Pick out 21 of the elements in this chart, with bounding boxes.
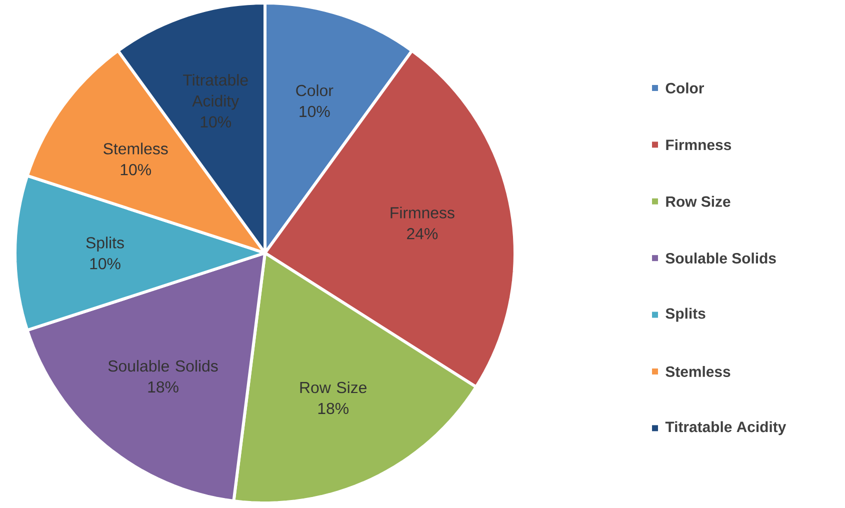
slice-label: Titratable Acidity (183, 74, 248, 110)
data-label: 10% (120, 164, 151, 176)
data-label: 10% (300, 106, 330, 118)
slice-label: Firmness (390, 206, 454, 218)
legend-label: Splits (666, 308, 706, 322)
legend-label: Row Size (666, 196, 730, 207)
legend-label: Firmness (666, 139, 732, 150)
slice-label: Row Size (300, 381, 366, 394)
slice-label: Color (296, 84, 334, 96)
slice-label: Soulable Solids (108, 360, 218, 372)
data-label: 10% (200, 116, 231, 128)
slice-label: Stemless (104, 142, 168, 154)
slice-label: Splits (86, 236, 124, 252)
data-label: 18% (148, 381, 178, 393)
legend-label: Soulable Solids (666, 252, 776, 264)
legend-label: Color (666, 82, 704, 94)
data-label: 10% (90, 258, 120, 270)
data-label: 24% (407, 228, 438, 240)
legend-label: Stemless (666, 366, 730, 377)
legend-label: Titratable Acidity (665, 421, 786, 436)
data-label: 18% (318, 402, 348, 414)
